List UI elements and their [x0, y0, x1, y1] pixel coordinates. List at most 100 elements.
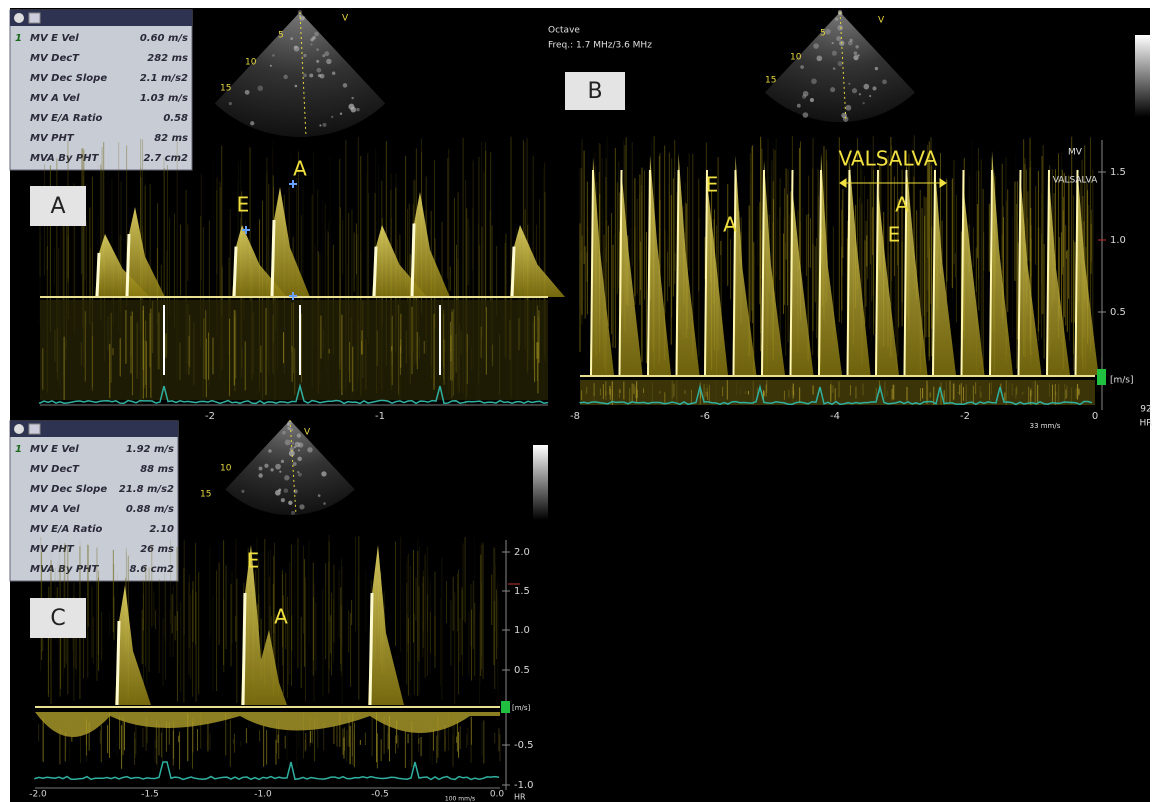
annotation: E — [247, 549, 260, 573]
depth-label: V — [342, 14, 349, 24]
speckle — [299, 504, 304, 509]
speckle — [292, 442, 295, 445]
y-unit: [m/s] — [512, 704, 531, 712]
speckle — [852, 88, 857, 93]
measure-name: MV A Vel — [30, 504, 80, 515]
measure-value: 0.88 m/s — [126, 504, 174, 515]
measure-value: 1.92 m/s — [126, 444, 174, 455]
row-index: 1 — [15, 444, 22, 455]
doppler-edge — [374, 247, 376, 297]
speckle — [320, 74, 325, 79]
speckle — [319, 124, 321, 126]
speckle — [321, 471, 326, 476]
depth-label: 10 — [790, 53, 802, 63]
y-unit: [m/s] — [1110, 376, 1134, 386]
speckle — [343, 83, 348, 88]
row-index: 1 — [15, 33, 22, 44]
speckle — [316, 60, 319, 63]
speckle — [825, 29, 831, 35]
speckle — [816, 56, 822, 62]
x-tick-label: -2.0 — [29, 790, 47, 800]
box-icon — [14, 13, 24, 23]
speckle — [294, 45, 297, 48]
speckle — [299, 15, 301, 17]
measure-value: 2.10 — [149, 524, 174, 535]
doppler-edge — [127, 234, 129, 297]
x-tick-label: 0.0 — [490, 790, 505, 800]
speckle — [835, 17, 838, 20]
speckle — [848, 83, 850, 85]
speckle — [268, 449, 271, 452]
speckle — [331, 116, 333, 118]
depth-label: V — [304, 428, 311, 438]
measure-value: 282 ms — [147, 53, 188, 64]
speckle — [356, 108, 359, 111]
speckle — [800, 65, 804, 69]
speckle — [797, 104, 801, 108]
speckle — [863, 102, 865, 104]
speckle — [288, 501, 292, 505]
measure-value: 21.8 m/s2 — [119, 484, 174, 495]
box-icon — [14, 424, 24, 434]
speckle — [303, 54, 306, 57]
speckle — [284, 475, 289, 480]
baseline-marker — [1097, 369, 1106, 385]
speckle — [297, 471, 299, 473]
speckle — [245, 90, 250, 95]
speckle — [264, 464, 268, 468]
measure-value: 1.03 m/s — [140, 93, 188, 104]
annotation: E — [706, 173, 719, 197]
doppler-edge — [370, 593, 372, 705]
speckle — [811, 78, 817, 84]
y-tick-label: 1.5 — [514, 586, 530, 597]
speckle — [882, 80, 887, 85]
speckle — [875, 67, 878, 70]
speckle — [283, 75, 287, 79]
gray-scale-bar — [533, 445, 548, 520]
speckle — [316, 48, 319, 51]
y-tick-label: 2.0 — [514, 547, 530, 558]
x-tick-label: -0.5 — [371, 790, 389, 800]
speckle — [322, 54, 325, 57]
box-icon — [29, 13, 40, 23]
measure-name: MV A Vel — [30, 93, 80, 104]
speckle — [290, 37, 293, 40]
speckle — [318, 494, 321, 497]
speckle — [297, 457, 302, 462]
speckle — [813, 43, 819, 49]
sweep-speed: 100 mm/s — [445, 796, 475, 802]
depth-label: V — [878, 16, 885, 26]
measure-value: 2.7 cm2 — [143, 153, 188, 164]
speckle — [832, 42, 834, 44]
speckle — [297, 433, 301, 437]
speckle — [285, 439, 291, 445]
speckle — [298, 449, 300, 451]
speckle — [258, 85, 264, 91]
header-text: Freq.: 1.7 MHz/3.6 MHz — [548, 41, 652, 51]
panel-label: A — [50, 194, 65, 219]
panel-label: B — [587, 79, 602, 104]
speckle — [241, 490, 244, 493]
speckle — [854, 51, 858, 55]
y-tick-label: -0.5 — [514, 740, 534, 751]
measure-name: MV DecT — [30, 464, 80, 475]
doppler-edge — [412, 224, 414, 298]
speckle — [855, 45, 858, 48]
x-tick-label: -1.5 — [141, 790, 159, 800]
annotation: E — [888, 223, 901, 247]
measure-name: MV Dec Slope — [30, 484, 107, 495]
header-text: Octave — [548, 26, 580, 36]
speckle — [351, 97, 353, 99]
speckle — [298, 442, 303, 447]
speckle — [302, 16, 305, 19]
depth-label: 15 — [200, 490, 211, 500]
panel-label: C — [50, 606, 65, 631]
speckle — [802, 95, 806, 99]
heart-rate: 92 — [1140, 405, 1151, 415]
speckle — [281, 498, 285, 502]
x-tick-label: -2 — [960, 411, 970, 422]
measure-name: MV E Vel — [30, 33, 79, 44]
doppler-edge — [234, 247, 236, 297]
speckle — [332, 71, 335, 74]
speckle — [845, 105, 851, 111]
